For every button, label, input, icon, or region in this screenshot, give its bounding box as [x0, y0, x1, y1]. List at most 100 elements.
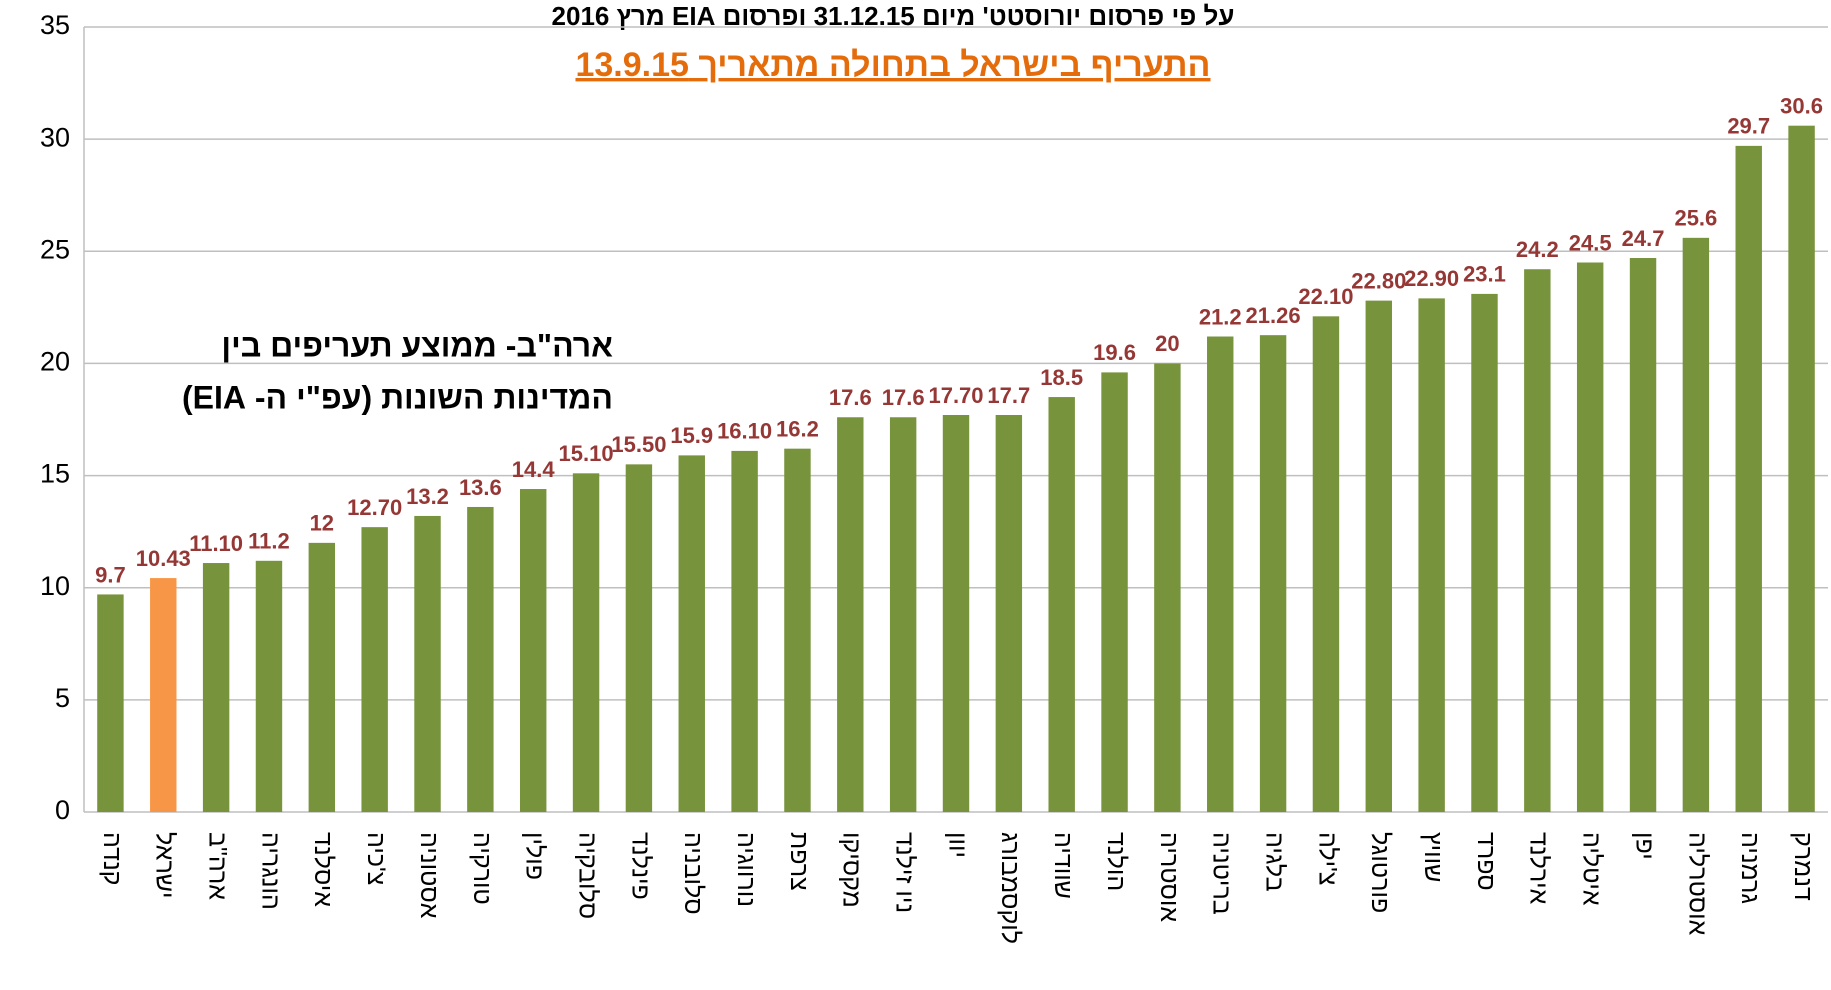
x-tick-label: סלובקיה — [573, 832, 601, 919]
y-tick-label: 15 — [40, 459, 70, 489]
x-tick-label: טורקיה — [468, 832, 496, 905]
x-tick-label: בלגיה — [1260, 832, 1288, 892]
bar — [414, 515, 441, 812]
y-tick-label: 5 — [55, 683, 70, 713]
bar — [1524, 269, 1551, 812]
x-tick-label: נורווגיה — [732, 832, 760, 907]
bar — [361, 527, 388, 812]
bar — [837, 417, 864, 812]
bar — [1365, 300, 1392, 812]
data-label: 15.50 — [611, 432, 666, 457]
data-label: 25.6 — [1674, 206, 1717, 231]
data-label: 19.6 — [1093, 340, 1136, 365]
data-label: 13.6 — [459, 475, 502, 500]
bar — [255, 560, 283, 812]
x-tick-label: צרפת — [785, 832, 813, 891]
data-label: 16.2 — [776, 416, 819, 441]
bar — [1418, 298, 1445, 812]
x-tick-label: ספרד — [1472, 832, 1500, 891]
data-label: 13.2 — [406, 484, 449, 509]
chart-title: על פי פרסום יורוסטט' מיום 31.12.15 ופרסו… — [552, 1, 1235, 31]
data-label: 24.2 — [1516, 237, 1559, 262]
data-label: 22.10 — [1298, 284, 1353, 309]
data-label: 11.10 — [189, 531, 243, 556]
x-tick-label: ארה"ב — [204, 832, 232, 900]
bar — [1471, 293, 1498, 812]
data-label: 10.43 — [136, 546, 191, 571]
bar — [572, 473, 600, 812]
data-label: 30.6 — [1780, 93, 1823, 118]
data-label: 12.70 — [347, 495, 402, 520]
x-tick-label: איסלנד — [309, 832, 337, 907]
x-tick-label: גרמניה — [1736, 832, 1764, 904]
x-tick-label: אוסטרליה — [1683, 832, 1711, 936]
bar — [1735, 145, 1762, 812]
data-label: 9.7 — [95, 562, 126, 587]
bar — [889, 417, 917, 812]
data-label: 16.10 — [717, 419, 772, 444]
x-tick-label: אוסטריה — [1155, 832, 1183, 922]
bar — [202, 563, 230, 812]
x-tick-label: אסטוניה — [415, 832, 443, 919]
data-label: 18.5 — [1040, 365, 1083, 390]
bar — [1682, 237, 1710, 813]
x-tick-label: יוון — [943, 832, 971, 858]
data-label: 12 — [310, 511, 334, 536]
data-label: 11.2 — [248, 529, 290, 554]
x-tick-label: אירלנד — [1525, 832, 1553, 905]
x-tick-label: מקסיקו — [838, 832, 866, 908]
bar — [520, 489, 547, 812]
data-label: 29.7 — [1727, 114, 1770, 139]
bar — [678, 455, 705, 812]
bar — [1259, 335, 1287, 812]
x-tick-label: הונגריה — [256, 832, 284, 910]
data-label: 20 — [1155, 331, 1179, 356]
x-tick-label: צ'כיה — [362, 832, 390, 885]
bar — [1629, 258, 1657, 812]
bar — [1576, 262, 1604, 812]
bar — [308, 542, 336, 812]
bar — [1101, 372, 1128, 812]
data-label: 23.1 — [1463, 262, 1506, 287]
data-label: 17.6 — [882, 385, 925, 410]
x-tick-label: דנמרק — [1789, 832, 1817, 901]
chart-subtitle: התעריף בישראל בתחולה מתאריך 13.9.15 — [575, 46, 1210, 84]
x-tick-label: ניו זילנד — [891, 832, 919, 913]
data-label: 17.6 — [829, 385, 872, 410]
data-label: 15.10 — [559, 441, 614, 466]
annotation: המדינות השונות (עפ"י ה- EIA) — [182, 379, 613, 415]
x-tick-label: ישראל — [151, 832, 179, 899]
bar — [1312, 316, 1340, 812]
y-tick-label: 30 — [40, 122, 70, 152]
data-label: 24.7 — [1622, 226, 1665, 251]
x-tick-label: לוקסמבורג — [996, 832, 1024, 944]
y-tick-label: 0 — [55, 795, 70, 825]
bar — [731, 450, 758, 812]
bar — [942, 415, 970, 812]
data-label: 17.7 — [987, 383, 1030, 408]
x-tick-label: הולנד — [1102, 832, 1130, 891]
data-label: 22.90 — [1404, 266, 1459, 291]
bar — [784, 448, 811, 812]
y-tick-label: 10 — [40, 571, 70, 601]
x-tick-label: צ'ילה — [1313, 832, 1341, 885]
data-label: 21.26 — [1246, 303, 1301, 328]
bar — [1207, 336, 1234, 812]
data-label: 21.2 — [1199, 304, 1242, 329]
bar — [995, 415, 1023, 812]
x-tick-label: שוויץ — [1419, 832, 1447, 882]
bar — [1788, 125, 1815, 812]
bar — [1154, 363, 1181, 812]
x-tick-label: יפן — [1630, 832, 1658, 860]
bar — [1048, 397, 1075, 812]
x-tick-label: בריטניה — [1208, 832, 1236, 915]
x-tick-label: קנדה — [98, 832, 126, 885]
data-label: 17.70 — [928, 383, 983, 408]
y-tick-label: 20 — [40, 347, 70, 377]
bar — [467, 506, 494, 812]
bar — [97, 594, 124, 812]
data-label: 14.4 — [512, 457, 556, 482]
data-label: 15.9 — [670, 423, 713, 448]
x-tick-label: פינלנד — [626, 832, 654, 900]
